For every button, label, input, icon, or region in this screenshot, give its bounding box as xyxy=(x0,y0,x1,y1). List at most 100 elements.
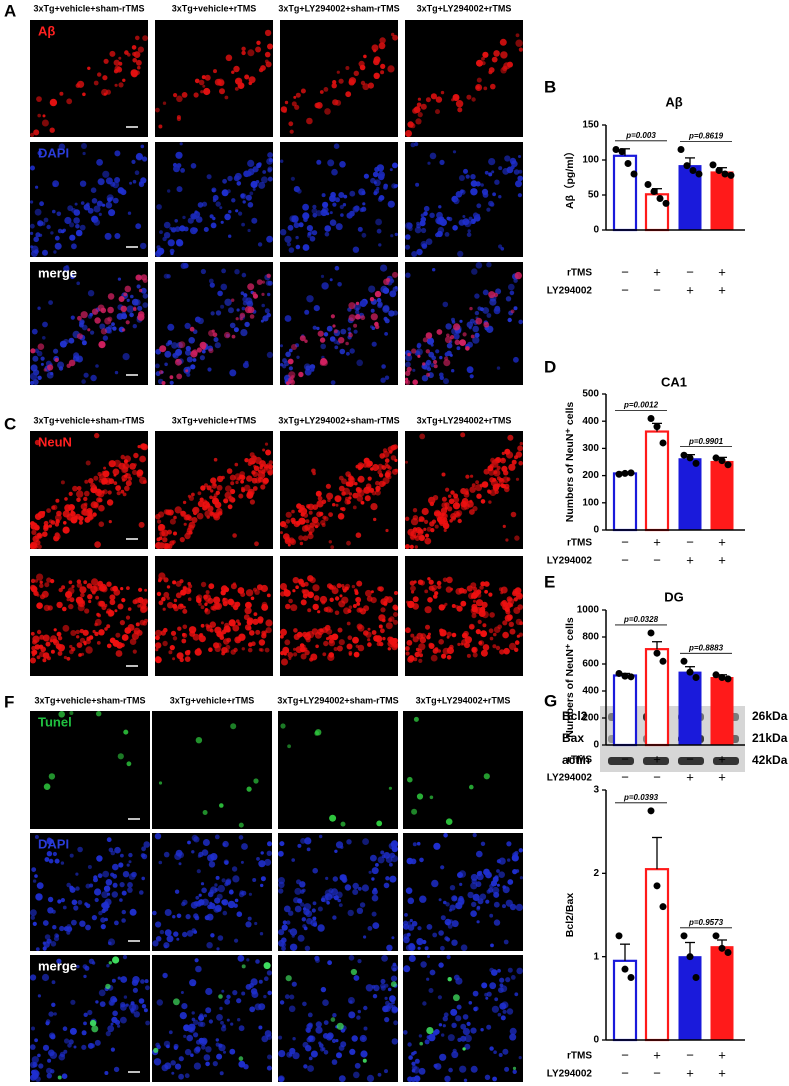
cell xyxy=(407,1042,411,1046)
cell xyxy=(231,71,234,74)
cell xyxy=(291,858,295,862)
cell xyxy=(265,60,269,64)
cell xyxy=(476,599,483,606)
cell xyxy=(307,848,311,852)
cell xyxy=(139,456,146,463)
cell xyxy=(117,1025,120,1028)
cell xyxy=(321,282,328,289)
cell xyxy=(224,999,230,1005)
cell xyxy=(496,869,500,873)
cell xyxy=(138,588,142,592)
cell xyxy=(95,898,99,902)
cell xyxy=(471,335,475,339)
cell xyxy=(393,1020,398,1025)
cell xyxy=(349,314,356,321)
cell xyxy=(440,633,444,637)
cell xyxy=(332,203,336,207)
cell xyxy=(462,215,465,218)
cell xyxy=(103,467,106,470)
cell xyxy=(30,974,36,980)
cell xyxy=(336,1052,342,1058)
cell xyxy=(216,310,221,315)
cell xyxy=(286,512,292,518)
cell xyxy=(69,645,72,648)
cell xyxy=(223,498,228,503)
cell xyxy=(337,71,340,74)
cell xyxy=(63,906,67,910)
cell xyxy=(88,478,94,484)
cell xyxy=(329,608,333,612)
cell xyxy=(471,180,478,187)
cell xyxy=(102,471,106,475)
cell xyxy=(361,207,366,212)
cell xyxy=(419,858,424,863)
cell xyxy=(414,580,417,583)
cell xyxy=(143,293,148,298)
cell xyxy=(132,45,137,50)
cell xyxy=(348,1011,355,1018)
cell xyxy=(427,577,430,580)
cell xyxy=(386,622,393,629)
cell xyxy=(267,168,272,173)
cell xyxy=(302,204,309,211)
cell xyxy=(284,639,290,645)
cell xyxy=(48,605,53,610)
cell xyxy=(490,637,494,641)
cell xyxy=(415,1059,420,1064)
cell xyxy=(42,974,49,981)
y-tick-label: 200 xyxy=(582,713,599,724)
cell xyxy=(338,600,345,607)
cell xyxy=(334,346,338,350)
cell xyxy=(230,481,234,485)
cell xyxy=(405,380,410,385)
cell xyxy=(170,519,176,525)
cell xyxy=(288,225,294,231)
cell xyxy=(378,174,385,181)
data-point xyxy=(681,932,688,939)
cell xyxy=(503,525,506,528)
cell xyxy=(451,895,457,901)
cell xyxy=(233,605,238,610)
condition-sign: − xyxy=(686,534,694,549)
cell xyxy=(248,307,255,314)
cell xyxy=(215,79,222,86)
cell xyxy=(139,890,144,895)
cell xyxy=(175,506,182,513)
cell xyxy=(500,983,504,987)
cell xyxy=(193,1032,198,1037)
cell xyxy=(113,481,117,485)
cell xyxy=(113,469,120,476)
cell xyxy=(173,516,177,520)
cell xyxy=(370,503,377,510)
cell xyxy=(337,899,341,903)
cell xyxy=(164,222,171,229)
column-header: 3xTg+LY294002+rTMS xyxy=(416,695,511,705)
cell xyxy=(510,904,516,910)
cell xyxy=(446,937,450,941)
cell xyxy=(75,873,78,876)
cell xyxy=(34,1038,38,1042)
cell xyxy=(178,1074,184,1080)
cell xyxy=(194,1063,201,1070)
cell xyxy=(213,69,217,73)
cell xyxy=(389,787,392,790)
condition-sign: − xyxy=(621,769,629,784)
cell xyxy=(228,235,231,238)
cell xyxy=(145,979,149,983)
cell xyxy=(42,511,45,514)
cell xyxy=(162,973,167,978)
cell xyxy=(129,860,132,863)
cell xyxy=(390,168,393,171)
cell xyxy=(330,278,333,281)
cell xyxy=(267,594,271,598)
cell xyxy=(448,217,452,221)
cell xyxy=(318,1042,321,1045)
cell xyxy=(30,909,37,916)
cell xyxy=(384,1017,389,1022)
cell xyxy=(67,598,70,601)
cell xyxy=(280,635,284,639)
cell xyxy=(121,918,126,923)
cell xyxy=(413,515,418,520)
cell xyxy=(210,477,216,483)
cell xyxy=(190,350,197,357)
